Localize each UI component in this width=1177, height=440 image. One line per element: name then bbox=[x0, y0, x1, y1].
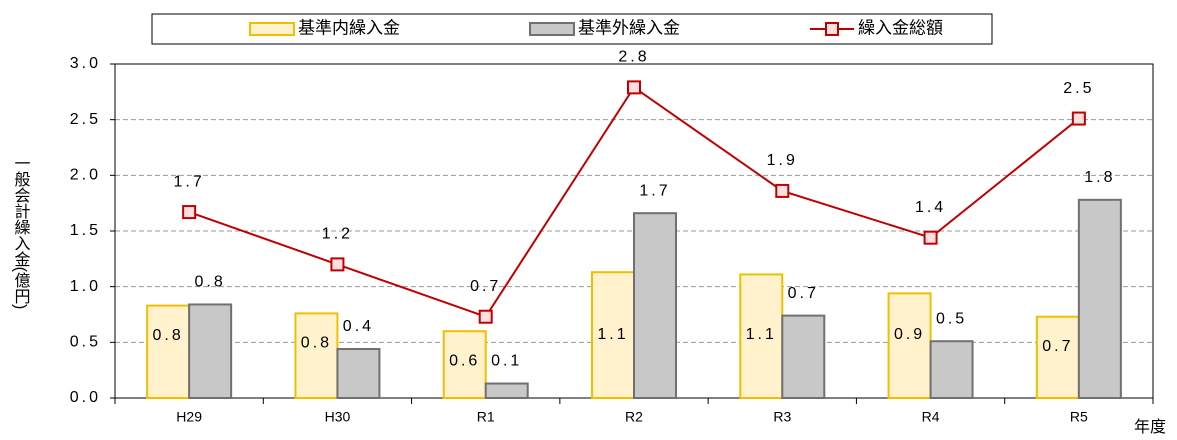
marker bbox=[923, 230, 938, 245]
data-label: 1.1 bbox=[597, 326, 628, 343]
marker bbox=[1071, 111, 1086, 126]
legend-label: 繰入金総額 bbox=[858, 18, 943, 37]
data-label: 0.9 bbox=[894, 326, 925, 343]
y-axis-label: 一般会計繰入金(億円) bbox=[12, 155, 31, 310]
data-label: 0.8 bbox=[153, 327, 184, 344]
x-tick-label: H29 bbox=[176, 409, 202, 425]
legend-swatch bbox=[825, 22, 839, 36]
data-label: 0.5 bbox=[936, 310, 967, 327]
data-label: 2.8 bbox=[618, 49, 649, 66]
data-label: 0.1 bbox=[491, 353, 522, 370]
x-tick-label: R1 bbox=[477, 409, 495, 425]
marker bbox=[182, 205, 197, 220]
data-label: 0.7 bbox=[1042, 338, 1073, 355]
bar bbox=[336, 348, 381, 400]
bar bbox=[442, 330, 487, 400]
y-tick-label: 2.5 bbox=[70, 111, 101, 128]
y-tick-label: 1.0 bbox=[70, 278, 101, 295]
x-tick-label: H30 bbox=[325, 409, 351, 425]
bar bbox=[781, 314, 826, 400]
marker bbox=[478, 309, 493, 324]
marker bbox=[627, 80, 641, 95]
data-label: 1.7 bbox=[174, 173, 205, 190]
data-label: 1.4 bbox=[915, 199, 946, 216]
x-tick-label: R5 bbox=[1070, 409, 1088, 425]
data-label: 1.2 bbox=[322, 226, 353, 243]
bar bbox=[1035, 315, 1080, 399]
data-label: 0.7 bbox=[470, 278, 501, 295]
x-tick-label: R2 bbox=[625, 409, 643, 425]
x-tick-label: R4 bbox=[922, 409, 940, 425]
legend-swatch bbox=[529, 22, 575, 36]
data-label: 0.8 bbox=[195, 274, 226, 291]
y-tick-label: 0.0 bbox=[70, 389, 101, 406]
y-tick-label: 1.5 bbox=[70, 222, 101, 239]
bar bbox=[887, 292, 932, 400]
data-label: 1.8 bbox=[1084, 169, 1115, 186]
data-label: 0.4 bbox=[343, 318, 374, 335]
data-label: 1.9 bbox=[767, 152, 798, 169]
data-label: 0.6 bbox=[449, 352, 480, 369]
legend-label: 基準外繰入金 bbox=[578, 18, 680, 37]
data-label: 1.1 bbox=[746, 326, 777, 343]
bar bbox=[1077, 198, 1122, 399]
marker bbox=[775, 183, 790, 198]
data-label: 1.7 bbox=[639, 182, 670, 199]
bar bbox=[188, 303, 233, 400]
x-axis-label: 年度 bbox=[1134, 418, 1166, 436]
bar bbox=[591, 271, 635, 399]
bar bbox=[294, 312, 339, 399]
legend-swatch bbox=[249, 22, 295, 36]
y-tick-label: 0.5 bbox=[70, 334, 101, 351]
bar bbox=[146, 304, 191, 399]
marker bbox=[330, 257, 345, 272]
y-tick-label: 2.0 bbox=[70, 167, 101, 184]
bar bbox=[739, 273, 784, 400]
y-tick-label: 3.0 bbox=[70, 55, 101, 72]
bar bbox=[484, 382, 529, 400]
data-label: 0.8 bbox=[301, 335, 332, 352]
data-label: 2.5 bbox=[1063, 80, 1094, 97]
bar bbox=[929, 340, 974, 399]
data-label: 0.7 bbox=[788, 285, 819, 302]
x-tick-label: R3 bbox=[773, 409, 791, 425]
legend-label: 基準内繰入金 bbox=[298, 18, 400, 37]
bar bbox=[633, 212, 677, 399]
